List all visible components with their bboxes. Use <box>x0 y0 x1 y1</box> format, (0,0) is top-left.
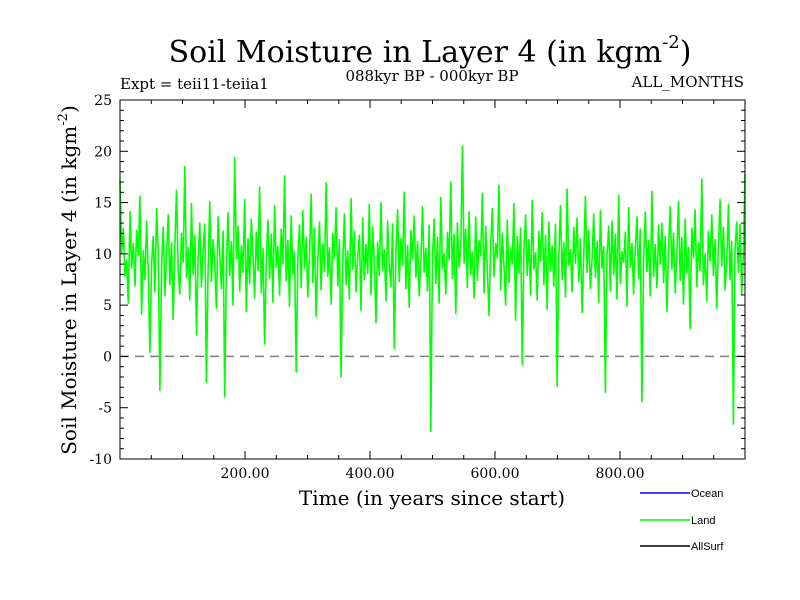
x-tick-label: 200.00 <box>221 466 270 482</box>
experiment-label: Expt = teii11-teiia1 <box>120 75 269 93</box>
period-label: 088kyr BP - 000kyr BP <box>345 67 518 85</box>
chart-title: Soil Moisture in Layer 4 (in kgm-2) <box>169 32 692 70</box>
x-tick-label: 600.00 <box>471 466 520 482</box>
months-label: ALL_MONTHS <box>631 73 744 91</box>
legend-label-ocean: Ocean <box>691 488 723 500</box>
x-tick-label: 400.00 <box>346 466 395 482</box>
y-tick-label: 5 <box>103 298 112 314</box>
legend-label-land: Land <box>691 515 715 527</box>
y-tick-label: 25 <box>94 93 112 109</box>
y-tick-label: -10 <box>89 452 112 468</box>
x-axis-title: Time (in years since start) <box>299 486 565 510</box>
y-axis: -10 -5 0 5 10 15 20 25 <box>89 93 745 468</box>
legend: Ocean Land AllSurf <box>640 488 724 553</box>
y-tick-label: 0 <box>103 349 112 365</box>
legend-label-allsurf: AllSurf <box>691 541 724 553</box>
y-axis-title: Soil Moisture in Layer 4 (in kgm-2) <box>56 105 81 455</box>
plot-area <box>119 145 746 433</box>
y-tick-label: 20 <box>94 144 112 160</box>
y-tick-label: 10 <box>94 247 112 263</box>
y-tick-label: 15 <box>94 196 112 212</box>
x-tick-label: 800.00 <box>596 466 645 482</box>
x-axis: 200.00 400.00 600.00 800.00 <box>150 100 715 482</box>
series-line-land <box>119 145 746 433</box>
y-tick-label: -5 <box>98 401 112 417</box>
